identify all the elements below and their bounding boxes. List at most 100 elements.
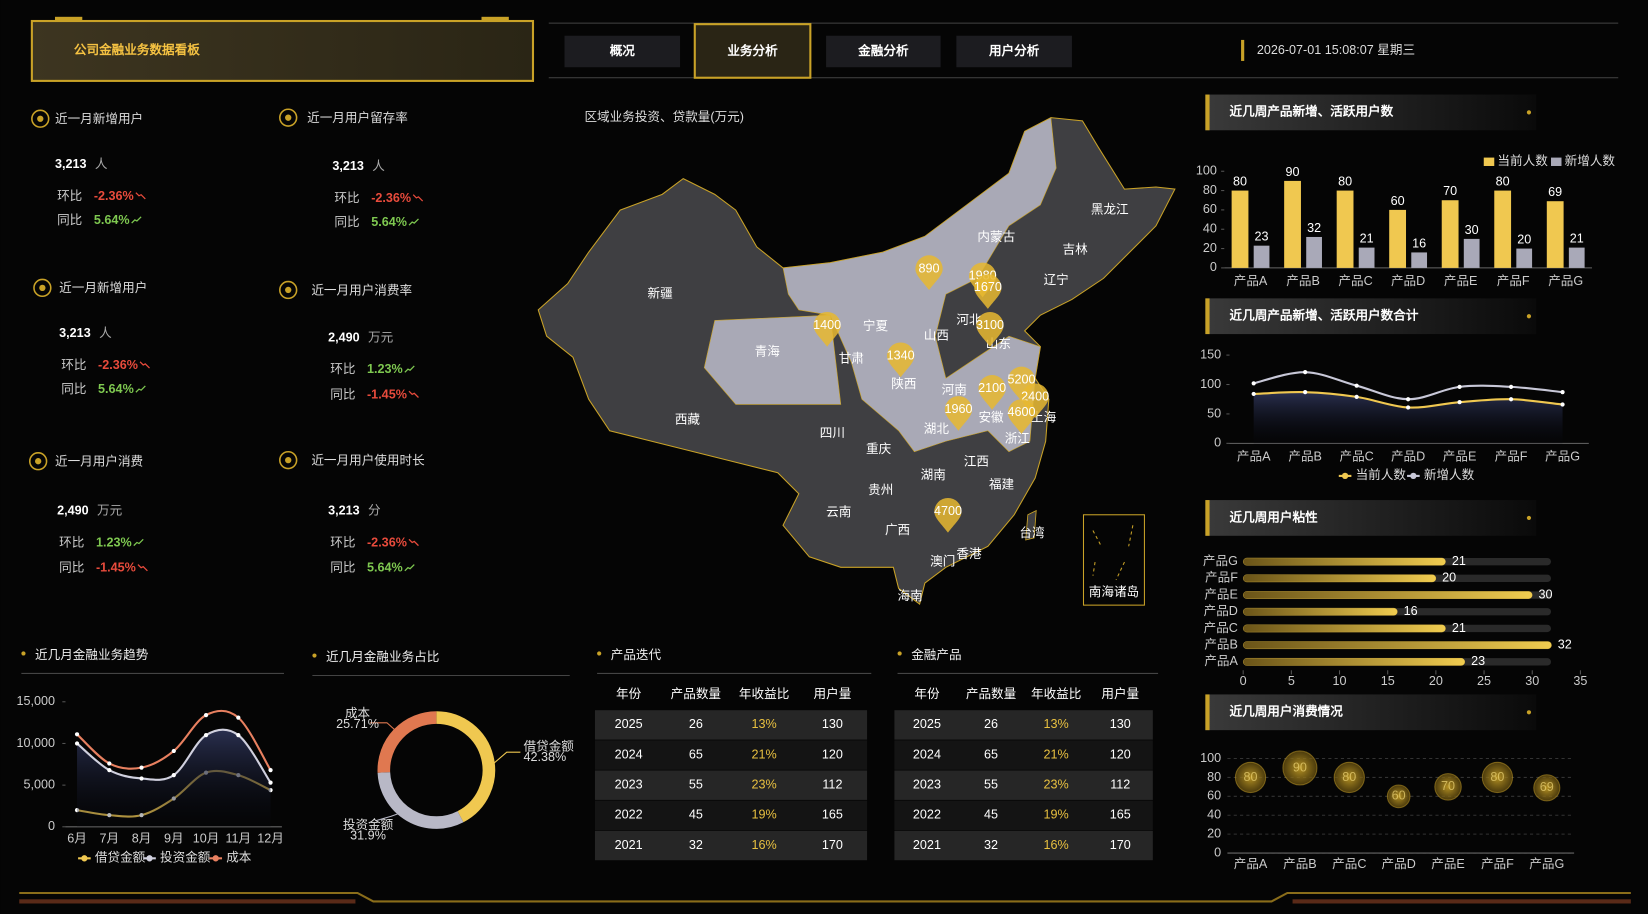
- x-tick-label: 产品B: [1288, 449, 1322, 463]
- table-cell: 2023: [913, 778, 941, 792]
- region-label: 安徽: [978, 410, 1004, 424]
- y-tick-label: 60: [1203, 202, 1217, 216]
- trend-arrow: [133, 538, 144, 547]
- nav-tab-label[interactable]: 概况: [610, 43, 636, 58]
- panel-banner: [1205, 694, 1537, 731]
- map-highlight: [782, 117, 1057, 453]
- bar-value-label: 23: [1471, 654, 1485, 668]
- pin-label: 4600: [1007, 405, 1035, 419]
- kpi-compare-label: 同比: [57, 213, 82, 227]
- table-cell: 32: [984, 838, 998, 852]
- footer-line: [19, 891, 1631, 903]
- bubble-label: 60: [1392, 789, 1406, 803]
- kpi-compare-value: 5.64%: [94, 213, 130, 227]
- point: [1303, 370, 1308, 375]
- table-cell: 170: [822, 838, 843, 852]
- pin-label: 1960: [944, 402, 972, 416]
- bar-value-label: 80: [1496, 174, 1510, 188]
- table-cell: 65: [984, 747, 998, 761]
- panel-banner-dot: [1526, 314, 1532, 319]
- kpi-unit: 人: [95, 157, 108, 171]
- legend-dot: [212, 855, 219, 862]
- bar: [1243, 641, 1552, 649]
- bar: [1494, 190, 1512, 268]
- region-label: 陕西: [891, 376, 916, 391]
- kpi-title: 近一月用户消费率: [311, 282, 412, 297]
- table-row: [894, 800, 1153, 831]
- x-tick-label: 产品A: [1237, 449, 1271, 463]
- table-cell: 55: [984, 778, 998, 792]
- y-tick-label: 产品A: [1204, 654, 1238, 668]
- kpi-number: 3,213: [55, 157, 87, 171]
- region-label: 内蒙古: [977, 230, 1015, 244]
- bar: [1243, 557, 1446, 566]
- table-cell: 130: [822, 717, 843, 731]
- table-header: 用户量: [814, 686, 852, 701]
- map-pin: [887, 342, 915, 378]
- bubble: [1234, 761, 1267, 794]
- region-label: 南海诸岛: [1089, 584, 1139, 599]
- kpi-compare-value: -2.36%: [367, 535, 407, 549]
- bar: [1336, 190, 1354, 268]
- map-pin: [976, 312, 1004, 347]
- x-tick-label: 产品F: [1497, 274, 1530, 288]
- trend-arrow: [408, 538, 419, 547]
- map-pin: [978, 375, 1006, 410]
- x-tick-label: 15: [1381, 674, 1395, 688]
- nav-tab[interactable]: [826, 35, 941, 68]
- kpi-icon: [31, 109, 50, 128]
- region-label: 云南: [826, 504, 851, 519]
- legend-label: 当前人数: [1356, 467, 1407, 482]
- nav-tab-label[interactable]: 金融分析: [857, 43, 909, 58]
- y-tick-label: 0: [1214, 436, 1221, 450]
- point: [171, 748, 176, 754]
- y-tick-label: 150: [1200, 347, 1221, 361]
- table-header: 年份: [616, 687, 642, 701]
- point: [268, 780, 273, 785]
- kpi-title: 近一月新增用户: [59, 280, 147, 295]
- x-tick-label: 产品G: [1548, 274, 1583, 288]
- nav-tab[interactable]: [564, 35, 681, 68]
- kpi-number: 3,213: [332, 159, 364, 173]
- pin-label: 3100: [976, 318, 1004, 332]
- x-tick-label: 10: [1333, 674, 1347, 688]
- bar: [1516, 248, 1533, 268]
- pie-value-label: 42.38%: [524, 750, 567, 764]
- bar: [1253, 245, 1270, 268]
- point: [236, 715, 241, 720]
- nav-tab[interactable]: [693, 23, 812, 79]
- kpi-icon-dot: [285, 114, 292, 121]
- x-tick-label: 产品A: [1234, 857, 1268, 871]
- kpi-compare-label: 同比: [334, 215, 359, 229]
- kpi-title: 近一月用户留存率: [307, 110, 408, 125]
- bar: [1463, 238, 1480, 268]
- bubble: [1282, 750, 1318, 786]
- table-row: [594, 800, 868, 831]
- corner: [54, 16, 83, 22]
- nav-tab[interactable]: [956, 35, 1072, 68]
- table-row: [594, 740, 868, 770]
- map-island: [1025, 509, 1037, 541]
- point: [1303, 390, 1308, 395]
- panel-banner-bar: [1205, 298, 1210, 335]
- region-label: 河南: [942, 382, 967, 397]
- panel-banner-dot: [1526, 710, 1532, 715]
- y-tick-label: 40: [1203, 222, 1217, 236]
- point: [74, 732, 80, 737]
- donut-segment: [377, 711, 437, 773]
- nav-tab-label[interactable]: 用户分析: [988, 43, 1040, 58]
- x-tick-label: 产品E: [1443, 449, 1477, 463]
- title-dot: [897, 651, 902, 656]
- region-label: 台湾: [1019, 525, 1045, 540]
- bar-value-label: 60: [1391, 194, 1405, 208]
- nav-tab-label[interactable]: 业务分析: [727, 43, 778, 58]
- x-tick-label: 产品F: [1495, 449, 1528, 463]
- table-cell: 23%: [752, 778, 777, 792]
- legend-dot: [146, 855, 153, 862]
- kpi-icon-dot: [37, 115, 44, 122]
- table-cell: 13%: [1044, 717, 1069, 731]
- region-label: 海南: [898, 588, 923, 603]
- y-tick-label: 100: [1196, 164, 1217, 178]
- x-tick-label: 8月: [132, 832, 152, 846]
- x-tick-label: 10月: [193, 832, 220, 846]
